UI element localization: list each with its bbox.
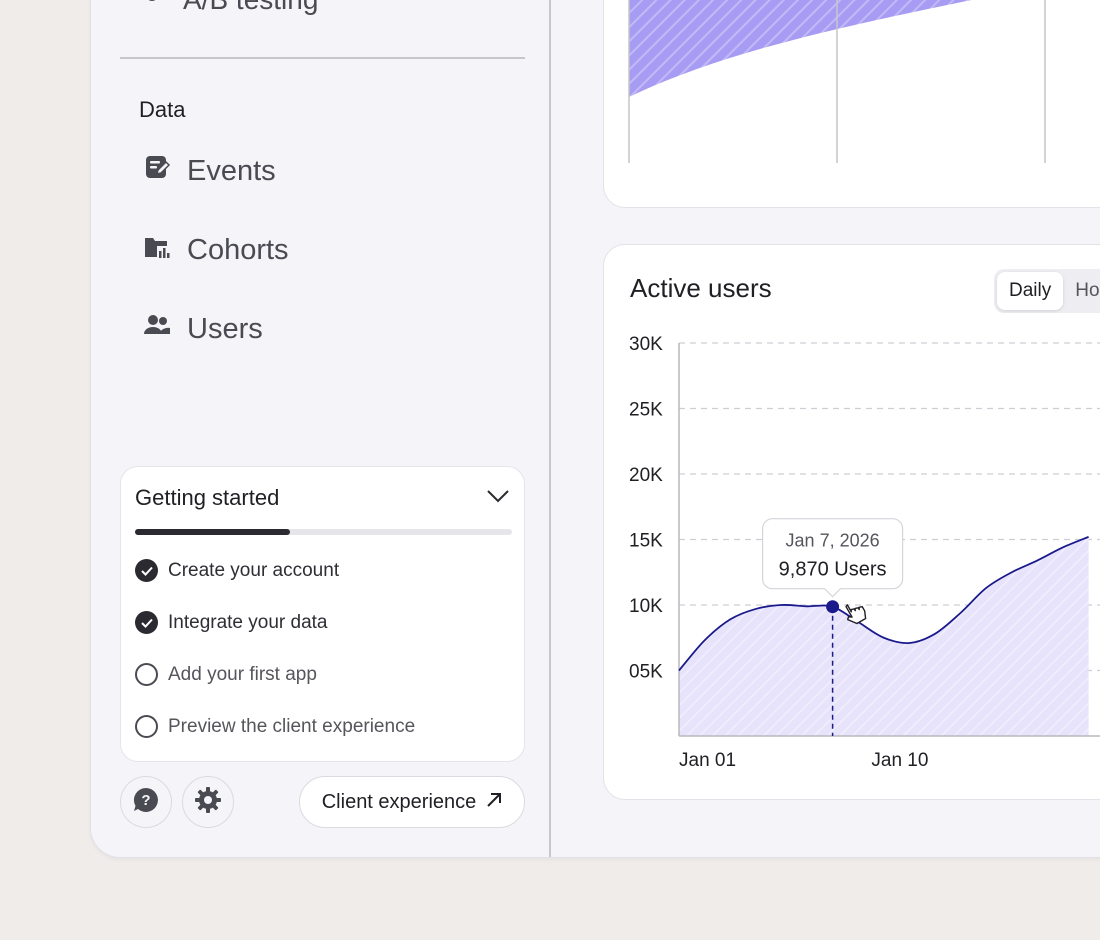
- ab-testing-icon: [143, 0, 169, 16]
- sidebar-item-label: Cohorts: [187, 233, 289, 266]
- step-label: Add your first app: [168, 663, 317, 685]
- tab-hourly[interactable]: Ho: [1075, 280, 1100, 301]
- client-experience-label: Client experience: [321, 790, 477, 813]
- chevron-down-icon[interactable]: [486, 488, 510, 509]
- pointer-cursor-icon: [845, 604, 867, 625]
- y-tick-label: 20K: [629, 465, 663, 486]
- y-tick-label: 30K: [629, 334, 663, 355]
- step-add-first-app[interactable]: Add your first app: [135, 663, 317, 686]
- tooltip-date: Jan 7, 2026: [786, 531, 880, 551]
- getting-started-title: Getting started: [135, 485, 280, 510]
- step-create-account[interactable]: Create your account: [135, 559, 339, 582]
- sidebar-item-users[interactable]: Users: [143, 311, 263, 347]
- app-window: A/B testing Data Events Cohorts Users Ge…: [90, 0, 1100, 858]
- check-done-icon: [135, 611, 158, 634]
- progress-fill: [135, 529, 290, 535]
- getting-started-header[interactable]: Getting started: [135, 485, 510, 511]
- arrow-up-right-icon: [486, 791, 502, 814]
- highlight-point: [826, 600, 840, 614]
- sidebar: A/B testing Data Events Cohorts Users Ge…: [91, 0, 551, 857]
- y-tick-label: 05K: [629, 662, 663, 683]
- x-tick-label: Jan 10: [871, 750, 928, 771]
- gear-icon: [194, 786, 222, 819]
- area-fill: [679, 536, 1089, 736]
- check-empty-icon: [135, 715, 158, 738]
- tooltip-value: 9,870 Users: [779, 559, 887, 581]
- help-button[interactable]: ?: [120, 776, 172, 828]
- sidebar-item-label: A/B testing: [183, 0, 318, 16]
- getting-started-progress: [135, 529, 512, 535]
- check-done-icon: [135, 559, 158, 582]
- sidebar-item-label: Users: [187, 312, 263, 345]
- active-users-panel: Active users Daily Ho 30K 25K 20K 15K 10K 05K…: [603, 244, 1100, 800]
- step-integrate-data[interactable]: Integrate your data: [135, 611, 328, 634]
- sidebar-item-cohorts[interactable]: Cohorts: [143, 232, 289, 268]
- series-line: [678, 536, 1089, 672]
- step-label: Preview the client experience: [168, 715, 416, 737]
- events-icon: [143, 153, 171, 189]
- step-label: Integrate your data: [168, 611, 328, 633]
- step-preview-client[interactable]: Preview the client experience: [135, 715, 415, 738]
- sidebar-divider: [120, 57, 525, 59]
- check-empty-icon: [135, 663, 158, 686]
- sidebar-item-ab-testing[interactable]: A/B testing: [143, 0, 318, 16]
- cohorts-icon: [143, 232, 171, 268]
- section-label-data: Data: [139, 97, 186, 122]
- tab-daily[interactable]: Daily: [997, 272, 1064, 310]
- help-icon: ?: [132, 786, 160, 819]
- y-tick-label: 10K: [629, 596, 663, 617]
- panel-title: Active users: [630, 273, 772, 303]
- x-tick-label: Jan 01: [679, 750, 736, 771]
- sidebar-item-events[interactable]: Events: [143, 153, 276, 189]
- active-users-chart: 30K 25K 20K 15K 10K 05K Jan 7, 2026 9,870 Users…: [629, 334, 1100, 771]
- y-tick-label: 15K: [629, 531, 663, 552]
- top-chart: [628, 0, 1046, 163]
- top-chart-panel: [603, 0, 1100, 208]
- step-label: Create your account: [168, 559, 340, 581]
- svg-text:?: ?: [141, 792, 150, 809]
- client-experience-button[interactable]: Client experience: [299, 776, 525, 828]
- top-chart-area: [629, 0, 972, 97]
- sidebar-item-label: Events: [187, 154, 276, 187]
- granularity-toggle: Daily Ho: [994, 269, 1100, 313]
- getting-started-card: Getting started Create your account Inte…: [120, 466, 525, 762]
- tooltip-box: [762, 518, 904, 598]
- y-tick-label: 25K: [629, 400, 663, 421]
- users-icon: [143, 311, 171, 347]
- settings-button[interactable]: [182, 776, 234, 828]
